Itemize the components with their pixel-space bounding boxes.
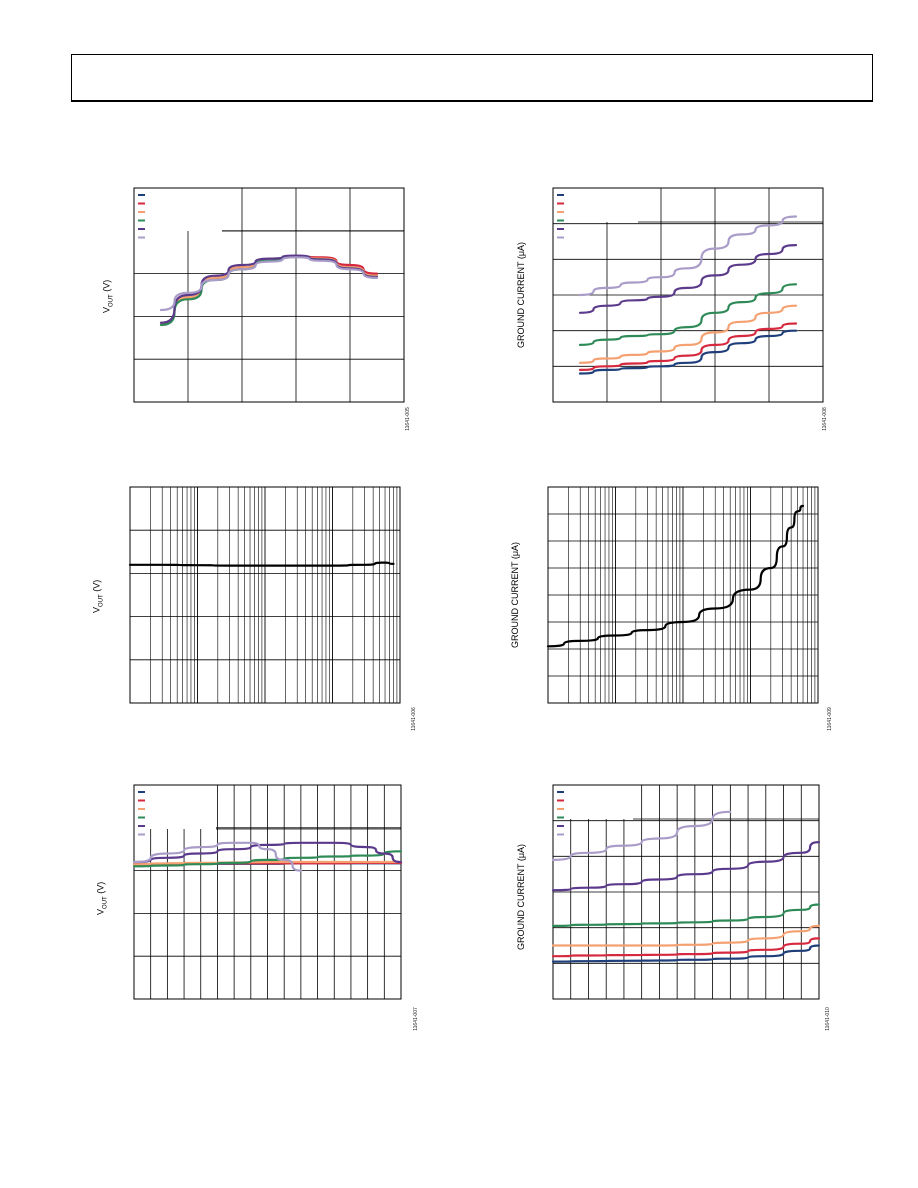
chart-ground-current-vs-load-current-figure-id: 11641-009: [826, 707, 833, 731]
plot-frame: [133, 784, 402, 1000]
chart-vout-vs-load-current: [128, 486, 401, 704]
chart-vout-vs-load-current-ylabel: VOUT (V): [91, 579, 105, 613]
series-line-3: [132, 860, 403, 866]
series-line-1: [546, 504, 805, 648]
chart-ground-current-vs-input-voltage: [551, 784, 821, 1000]
chart-ground-current-vs-input-voltage-figure-id: 11641-010: [824, 1007, 831, 1031]
series-line-6: [578, 215, 798, 297]
series-line-6: [132, 841, 302, 872]
series-line-2: [551, 937, 821, 958]
chart-vout-vs-input-voltage: [132, 784, 403, 1000]
series-line-5: [132, 841, 403, 864]
series-line-4: [551, 903, 821, 927]
page-header-box: [71, 54, 873, 102]
chart-ground-current-vs-load-current-ylabel: GROUND CURRENT (μA): [510, 541, 520, 649]
chart-ground-current-vs-temperature-figure-id: 11641-008: [821, 407, 828, 431]
chart-ground-current-vs-temperature-ylabel: GROUND CURRENT (μA): [516, 241, 526, 349]
plot-area: [132, 784, 403, 1000]
series-line-4: [578, 283, 798, 346]
chart-vout-vs-input-voltage-ylabel: VOUT (V): [95, 881, 109, 915]
chart-vout-vs-temperature-figure-id: 11641-005: [404, 407, 411, 431]
series-line-1: [551, 944, 821, 963]
plot-area: [546, 486, 819, 704]
plot-frame: [552, 784, 820, 1000]
series-line-5: [551, 840, 821, 892]
plot-frame: [552, 187, 824, 403]
series-line-6: [551, 810, 732, 861]
series-line-2: [578, 322, 798, 371]
chart-vout-vs-input-voltage-figure-id: 11641-007: [412, 1007, 419, 1031]
series-line-1: [128, 561, 395, 567]
plot-frame: [133, 187, 405, 403]
series-line-3: [578, 304, 798, 364]
plot-area: [552, 187, 824, 403]
chart-ground-current-vs-temperature: [552, 187, 824, 403]
plot-area: [133, 187, 405, 403]
chart-vout-vs-temperature-ylabel: VOUT (V): [101, 279, 115, 313]
series-line-6: [159, 256, 379, 312]
series-line-3: [551, 924, 821, 947]
series-line-4: [132, 850, 403, 868]
chart-vout-vs-temperature: [133, 187, 405, 403]
series-line-1: [578, 329, 798, 375]
chart-ground-current-vs-load-current: [546, 486, 819, 704]
series-line-3: [159, 255, 379, 324]
plot-area: [128, 486, 401, 704]
plot-frame: [129, 486, 401, 704]
plot-area: [551, 784, 821, 1000]
plot-frame: [547, 486, 819, 704]
chart-ground-current-vs-input-voltage-ylabel: GROUND CURRENT (μA): [516, 843, 526, 951]
chart-vout-vs-load-current-figure-id: 11641-006: [410, 707, 417, 731]
series-line-5: [578, 243, 798, 314]
